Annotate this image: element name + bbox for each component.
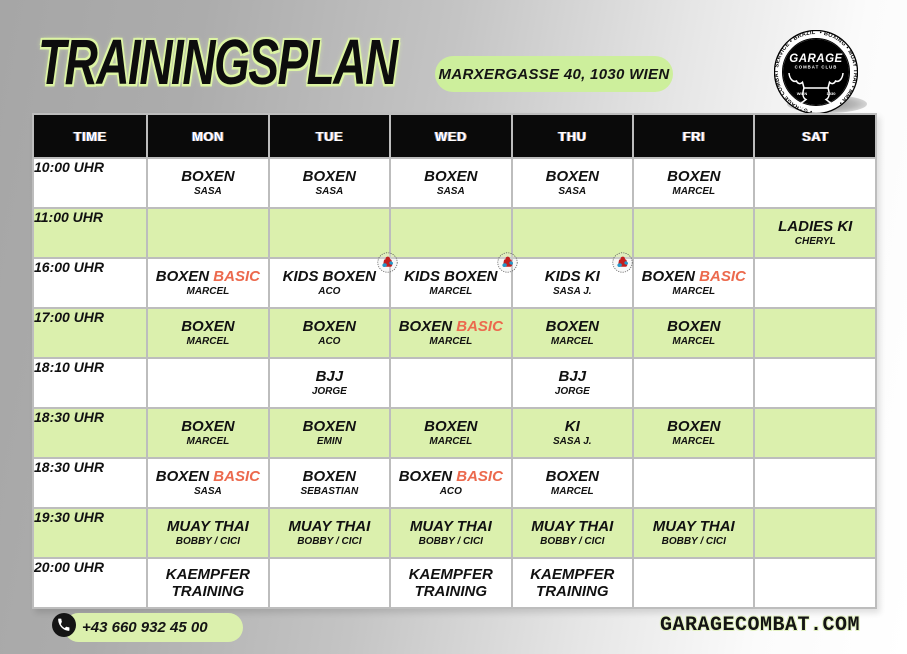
svg-text:GARAGE: GARAGE (789, 53, 842, 65)
svg-text:WIEN: WIEN (797, 91, 808, 96)
svg-text:1030: 1030 (827, 91, 837, 96)
svg-text:COMBAT CLUB: COMBAT CLUB (795, 65, 838, 70)
